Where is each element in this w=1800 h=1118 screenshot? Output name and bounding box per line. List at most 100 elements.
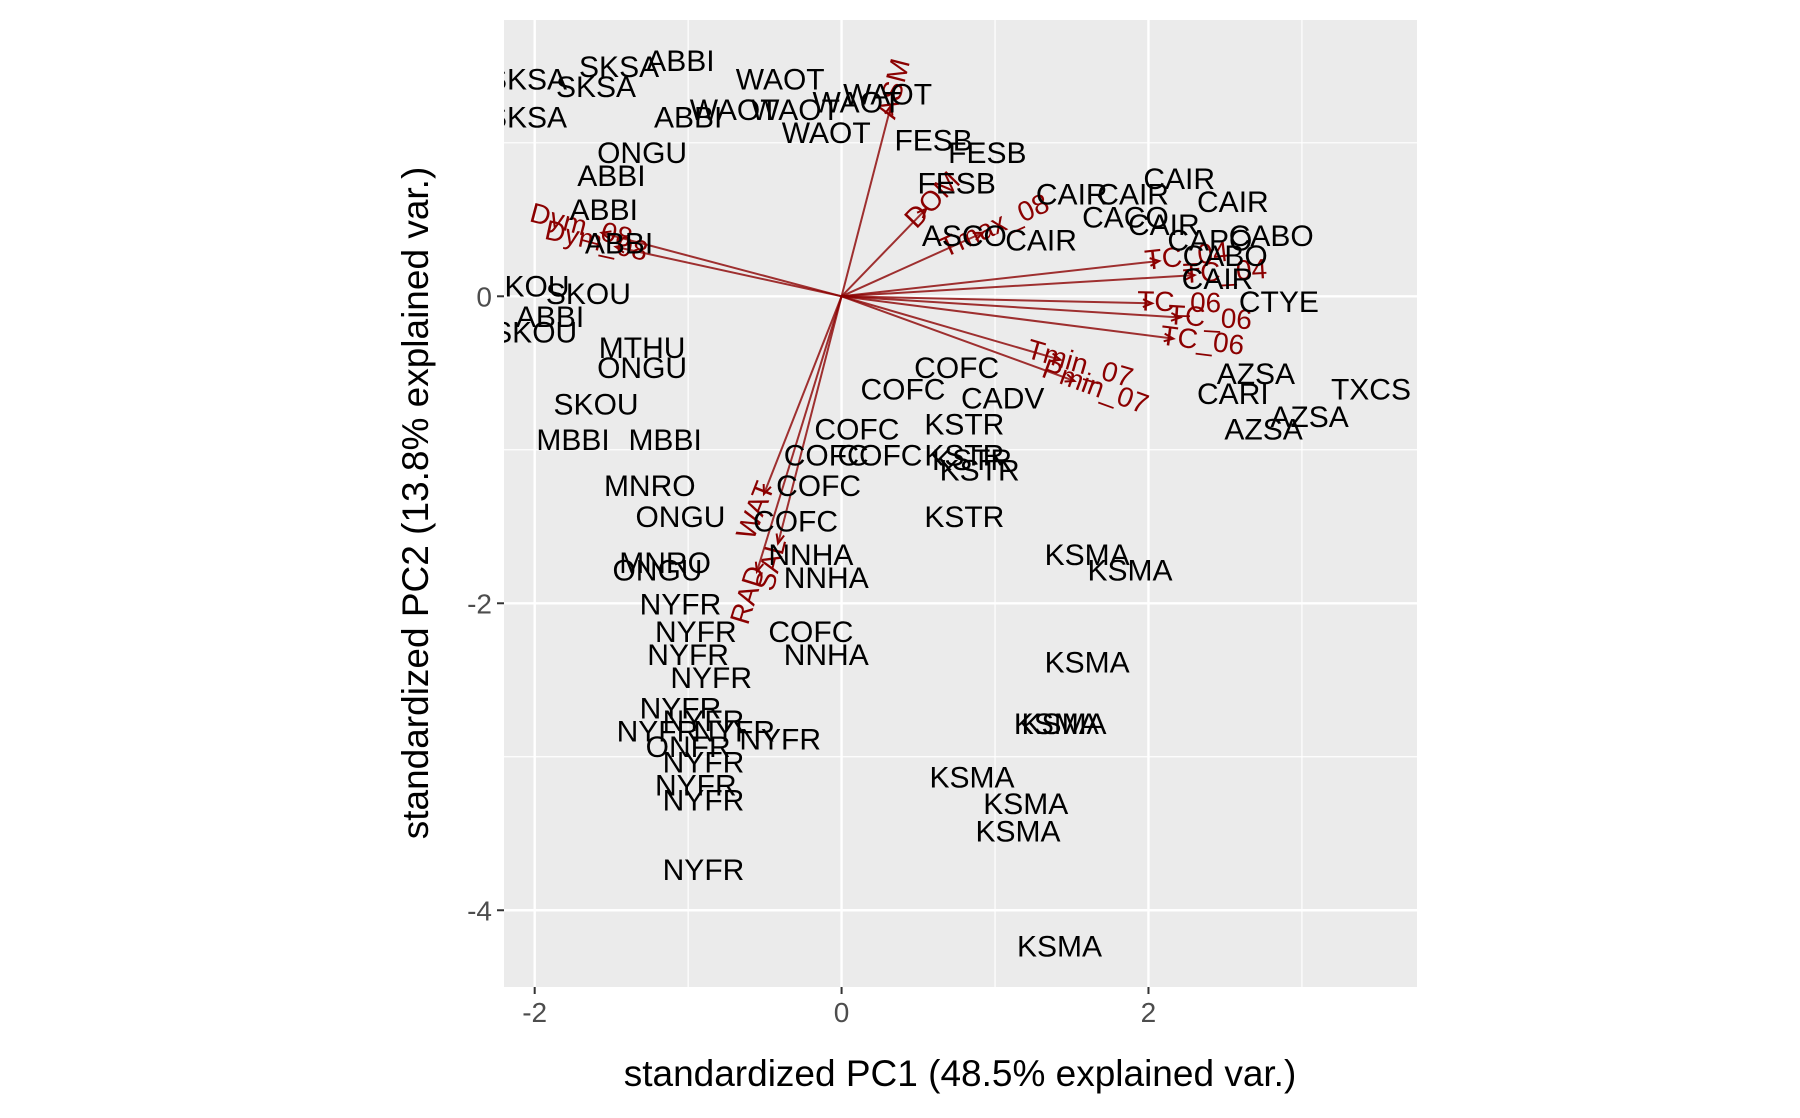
observation-label: WAOT	[736, 63, 825, 96]
variable-arrow	[841, 231, 984, 298]
observation-label: COFC	[914, 352, 999, 385]
observation-label: AZSA	[1270, 401, 1348, 434]
variable-arrow-head	[775, 533, 785, 546]
observation-label: TXCS	[1331, 373, 1411, 406]
observation-label: NYFR	[670, 662, 752, 695]
variable-arrow-head	[1050, 352, 1063, 362]
variable-arrow-head	[1184, 270, 1198, 281]
observation-label: FESB	[948, 137, 1026, 170]
observation-label: WAOT	[751, 94, 840, 127]
observation-label: NYFR	[655, 769, 737, 802]
variable-arrow-head	[613, 244, 626, 254]
y-tick-label: -2	[467, 588, 492, 619]
observation-label: CAIR	[1128, 209, 1200, 242]
variable-arrow	[841, 259, 1160, 298]
observation-label: AZSA	[1217, 358, 1295, 391]
observation-labels: SKSAABBISKSASKSASKSAABBIWAOTWAOTWAOTWAOT…	[485, 45, 1411, 964]
observation-label: ABBI	[516, 301, 584, 334]
observation-label: KSMA	[1022, 708, 1107, 741]
variable-arrow	[841, 274, 1195, 298]
observation-label: KSMA	[1088, 554, 1173, 587]
variable-arrow	[777, 296, 843, 544]
variable-label: TC_04	[1182, 253, 1268, 289]
observation-label: CAIR	[1143, 163, 1215, 196]
variable-arrow	[841, 295, 1075, 382]
variable-arrow-head	[1163, 332, 1176, 343]
variable-arrow-head	[972, 231, 986, 241]
observation-label: WAOT	[690, 94, 779, 127]
variable-arrow-head	[599, 230, 612, 240]
observation-label: ONGU	[597, 137, 687, 170]
variable-arrow-head	[1149, 257, 1162, 267]
observation-label: CAIR	[1005, 224, 1077, 257]
observation-label: SKSA	[579, 51, 659, 84]
observation-label: SKSA	[556, 71, 636, 104]
observation-label: ABBI	[570, 194, 638, 227]
y-tick-label: 0	[476, 281, 492, 312]
observation-label: KSTR	[924, 409, 1004, 442]
variable-arrow	[841, 295, 1174, 340]
observation-label: ASCO	[922, 220, 1007, 253]
variable-arrows	[599, 103, 1198, 575]
observation-label: SKOU	[546, 278, 631, 311]
observation-label: NYFR	[663, 705, 745, 738]
observation-label: NYFR	[693, 716, 775, 749]
x-tick-label: 2	[1141, 997, 1157, 1028]
variable-arrow-head	[762, 483, 772, 497]
observation-label: CACO	[1082, 201, 1169, 234]
observation-label: COFC	[768, 616, 853, 649]
observation-label: CAIR	[1097, 178, 1169, 211]
variable-arrow	[840, 105, 892, 297]
observation-label: COFC	[753, 505, 838, 538]
observation-label: CABO	[1229, 220, 1314, 253]
variable-arrow	[763, 295, 843, 495]
variable-arrow	[601, 231, 842, 298]
variable-arrow-head	[1170, 312, 1183, 322]
variable-label: TC_06	[1167, 299, 1253, 335]
observation-label: NNHA	[784, 562, 869, 595]
observation-label: KSMA	[1045, 647, 1130, 680]
observation-label: NNHA	[768, 539, 853, 572]
observation-label: COFC	[814, 413, 899, 446]
observation-label: NYFR	[647, 639, 729, 672]
x-tick-label: 0	[834, 997, 850, 1028]
grid-minor	[504, 20, 1417, 987]
variable-arrow	[615, 245, 842, 298]
variable-arrow	[841, 295, 1061, 361]
variable-arrow	[840, 208, 928, 297]
observation-label: NYFR	[617, 716, 699, 749]
variable-arrow-head	[1142, 298, 1155, 308]
observation-label: MNRO	[619, 547, 711, 580]
observation-label: NYFR	[640, 588, 722, 621]
observation-label: ONGU	[635, 501, 725, 534]
observation-label: ONGU	[597, 352, 687, 385]
observation-label: CTYE	[1239, 286, 1319, 319]
observation-label: COFC	[776, 470, 861, 503]
observation-label: KSTR	[924, 501, 1004, 534]
variable-arrow-head	[916, 206, 929, 219]
observation-label: CAIR	[1182, 263, 1254, 296]
y-axis: -4 -2 0	[467, 281, 504, 926]
observation-label: CAIR	[1036, 178, 1108, 211]
observation-label: SKOU	[485, 271, 570, 304]
observation-label: KSMA	[929, 762, 1014, 795]
observation-label: SKSA	[487, 63, 567, 96]
observation-label: ONFR	[646, 731, 731, 764]
observation-label: COFC	[837, 439, 922, 472]
x-tick-label: -2	[522, 997, 547, 1028]
observation-label: FESB	[917, 168, 995, 201]
x-axis: -2 0 2	[522, 987, 1156, 1028]
variable-label: TC_06	[1137, 285, 1222, 318]
variable-arrow-head	[1064, 373, 1077, 383]
variable-arrow	[841, 295, 1181, 319]
observation-label: NYFR	[663, 785, 745, 818]
observation-label: WAOT	[812, 86, 901, 119]
y-axis-title: standardized PC2 (13.8% explained var.)	[395, 167, 436, 840]
y-tick-label: -4	[467, 895, 492, 926]
observation-label: MBBI	[628, 424, 701, 457]
observation-label: KSMA	[983, 788, 1068, 821]
observation-label: ABBI	[646, 45, 714, 78]
observation-label: MNRO	[604, 470, 696, 503]
observation-label: CAPO	[1167, 224, 1252, 257]
